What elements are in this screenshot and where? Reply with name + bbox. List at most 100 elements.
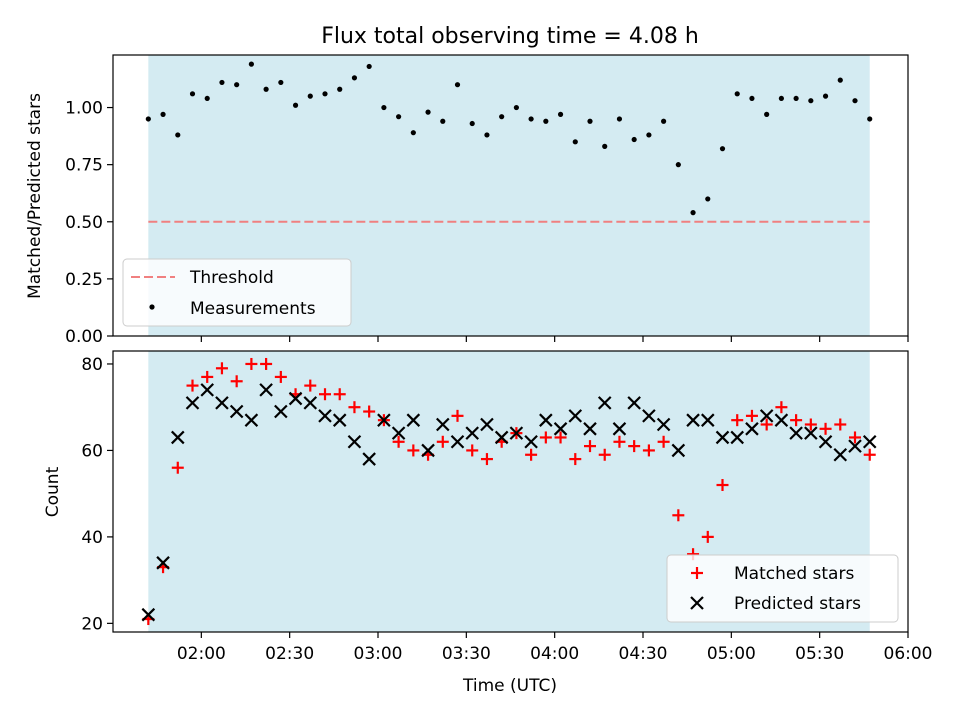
matched-star-point — [451, 409, 464, 422]
bottom-legend: Matched stars Predicted stars — [666, 554, 899, 623]
matched-star-point — [819, 422, 832, 435]
predicted-star-point — [170, 430, 185, 445]
measurement-point — [234, 82, 240, 88]
predicted-star-point — [141, 607, 156, 622]
measurement-point — [852, 98, 858, 104]
predicted-star-point — [612, 422, 627, 436]
measurement-point — [469, 120, 475, 127]
legend-measurements-label: Measurements — [190, 299, 316, 319]
measurement-point — [499, 114, 505, 120]
matched-star-point — [598, 448, 611, 461]
predicted-star-point — [627, 396, 641, 410]
measurement-point — [543, 118, 549, 124]
legend-measurements-swatch — [149, 304, 155, 310]
x-tick-label: 06:00 — [884, 644, 933, 664]
measurement-point — [337, 86, 343, 92]
legend-matched-swatch — [691, 567, 703, 579]
matched-star-point — [731, 414, 744, 427]
top-y-ticks: 0.00 0.25 0.50 0.75 1.00 — [65, 99, 113, 347]
matched-star-point — [348, 401, 361, 414]
x-tick-label: 04:30 — [619, 644, 668, 664]
matched-star-point — [333, 388, 346, 401]
measurement-point — [189, 91, 196, 97]
predicted-star-point — [156, 556, 170, 570]
measurement-point — [587, 118, 593, 124]
predicted-star-point — [480, 417, 494, 432]
predicted-star-point — [303, 396, 318, 410]
measurement-point — [778, 95, 784, 102]
predicted-star-point — [185, 396, 200, 410]
matched-star-point — [274, 370, 287, 383]
predicted-star-point — [215, 396, 229, 410]
measurement-point — [557, 111, 564, 117]
measurement-point — [307, 93, 313, 99]
y-tick-label: 0.25 — [65, 270, 103, 290]
matched-star-point — [642, 444, 655, 457]
predicted-star-point — [774, 413, 789, 427]
matched-star-point — [834, 418, 847, 431]
x-tick-label: 05:00 — [707, 644, 756, 664]
matched-star-point — [569, 453, 582, 466]
matched-star-point — [539, 431, 552, 444]
predicted-star-point — [597, 396, 612, 410]
matched-star-point — [466, 444, 479, 457]
x-tick-label: 03:00 — [354, 644, 403, 664]
bottom-y-axis-label: Count — [43, 466, 63, 517]
measurement-point — [572, 139, 578, 145]
measurement-point — [381, 104, 387, 111]
predicted-star-point — [200, 383, 215, 397]
predicted-stars-points — [141, 383, 877, 622]
predicted-star-point — [494, 430, 509, 445]
matched-star-point — [436, 435, 449, 448]
matched-star-point — [863, 448, 876, 461]
measurement-point — [808, 98, 814, 104]
measurement-point — [631, 136, 637, 143]
predicted-star-point — [568, 409, 583, 423]
measurement-point — [690, 210, 696, 216]
x-tick-label: 05:30 — [795, 644, 844, 664]
predicted-star-point — [509, 426, 524, 440]
measurement-point — [440, 118, 446, 124]
predicted-star-point — [539, 413, 553, 427]
matched-star-point — [745, 409, 758, 422]
matched-star-point — [230, 375, 243, 388]
measurement-point — [793, 95, 799, 102]
measurement-point — [675, 162, 681, 168]
measurement-point — [719, 146, 726, 152]
predicted-star-point — [259, 383, 273, 397]
predicted-star-point — [671, 443, 686, 458]
measurement-point — [175, 132, 181, 138]
matched-star-point — [584, 440, 596, 453]
predicted-star-point — [435, 417, 450, 432]
x-tick-label: 03:30 — [442, 644, 491, 664]
predicted-star-point — [804, 426, 818, 440]
top-legend: Threshold Measurements — [122, 258, 352, 327]
measurement-point — [248, 61, 254, 67]
measurement-point — [528, 116, 534, 122]
measurement-point — [749, 95, 755, 102]
legend-predicted-swatch — [690, 596, 704, 610]
matched-star-point — [407, 444, 420, 457]
matched-star-point — [657, 435, 670, 448]
predicted-star-point — [759, 409, 774, 423]
predicted-star-point — [730, 430, 745, 445]
predicted-star-point — [745, 422, 759, 436]
matched-star-point — [716, 479, 729, 492]
measurement-point — [602, 143, 608, 149]
predicted-star-point — [700, 413, 715, 427]
measurement-points — [145, 61, 873, 216]
measurement-point — [616, 116, 623, 122]
matched-star-point — [525, 448, 538, 461]
matched-star-point — [304, 379, 317, 392]
measurement-point — [764, 111, 770, 117]
predicted-star-point — [288, 391, 303, 406]
matched-star-point — [245, 357, 258, 370]
measurement-point — [513, 104, 519, 111]
predicted-star-point — [789, 426, 803, 440]
measurement-point — [822, 93, 829, 99]
top-y-axis-label: Matched/Predicted stars — [25, 93, 45, 299]
matched-star-point — [790, 414, 803, 427]
matched-stars-points — [142, 357, 876, 626]
measurement-point — [292, 102, 299, 108]
matched-star-point — [171, 461, 184, 474]
